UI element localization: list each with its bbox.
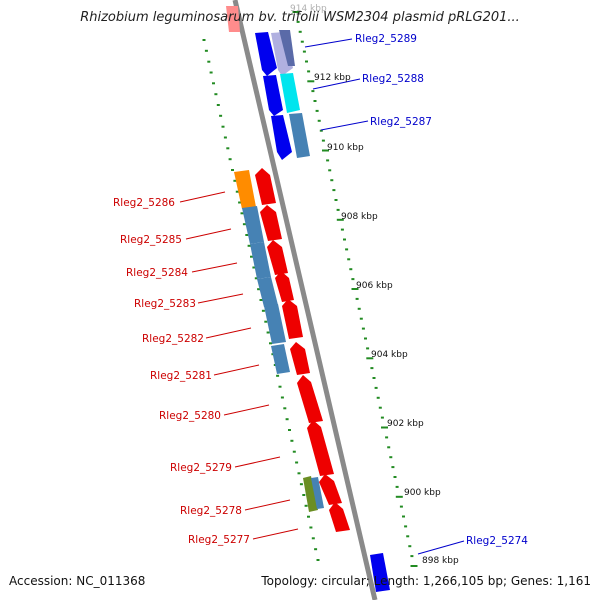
- gene-arrow[interactable]: [275, 271, 294, 302]
- gene-arrow[interactable]: [329, 502, 350, 532]
- gene-arrow[interactable]: [282, 299, 303, 339]
- gene-arrow[interactable]: [290, 342, 310, 375]
- gene-label[interactable]: Rleg2_5280: [159, 410, 221, 422]
- gene-label[interactable]: Rleg2_5285: [120, 234, 182, 246]
- gene-label[interactable]: Rleg2_5279: [170, 462, 232, 474]
- gene-label[interactable]: Rleg2_5283: [134, 298, 196, 310]
- gene-label[interactable]: Rleg2_5281: [150, 370, 212, 382]
- gene-labels: Rleg2_5289 Rleg2_5288 Rleg2_5287 Rleg2_5…: [113, 33, 528, 547]
- scale-label: 908 kbp: [341, 212, 378, 222]
- gene-label[interactable]: Rleg2_5278: [180, 505, 242, 517]
- leader-line: [312, 78, 361, 90]
- gene-label[interactable]: Rleg2_5277: [188, 534, 250, 546]
- label-leaders: [179, 38, 465, 555]
- gene-label[interactable]: Rleg2_5274: [466, 535, 528, 547]
- leader-line: [191, 262, 238, 273]
- gene-arrow[interactable]: [267, 240, 288, 275]
- gene-arrow[interactable]: [370, 553, 390, 592]
- leader-line: [252, 528, 299, 540]
- gene-arrow[interactable]: [280, 73, 300, 113]
- leader-line: [223, 404, 270, 416]
- gene-arrow[interactable]: [260, 205, 282, 241]
- leader-line: [234, 456, 281, 468]
- scale-label: 906 kbp: [356, 281, 393, 291]
- reverse-genes: [234, 168, 350, 532]
- leader-line: [205, 327, 252, 339]
- gene-arrow[interactable]: [226, 6, 240, 32]
- scale-label: 898 kbp: [422, 556, 459, 566]
- gene-label[interactable]: Rleg2_5284: [126, 267, 188, 279]
- dna-backbone: [232, 0, 378, 600]
- gene-label[interactable]: Rleg2_5288: [362, 73, 424, 85]
- gene-arrow[interactable]: [279, 30, 295, 66]
- gene-arrow[interactable]: [250, 242, 271, 279]
- gene-arrow[interactable]: [255, 32, 277, 76]
- map-title: Rhizobium leguminosarum bv. trifolii WSM…: [80, 10, 520, 25]
- leader-line: [197, 293, 244, 304]
- gene-arrow[interactable]: [307, 420, 334, 476]
- leader-line: [185, 228, 232, 240]
- gene-arrow[interactable]: [255, 168, 276, 205]
- gene-arrow[interactable]: [257, 277, 278, 307]
- gene-arrow[interactable]: [234, 170, 256, 209]
- scale-label: 902 kbp: [387, 419, 424, 429]
- gene-arrow[interactable]: [271, 32, 293, 76]
- scale-label: 910 kbp: [327, 143, 364, 153]
- leader-line: [304, 38, 353, 48]
- gene-label[interactable]: Rleg2_5286: [113, 197, 175, 209]
- gene-arrow[interactable]: [263, 75, 283, 116]
- gene-arrow[interactable]: [303, 476, 318, 512]
- accession-text: Accession: NC_011368: [9, 574, 146, 588]
- gene-arrow[interactable]: [271, 115, 292, 160]
- leader-line: [244, 499, 291, 511]
- leader-line: [213, 364, 260, 376]
- scale-labels: 914 kbp 912 kbp 910 kbp 908 kbp 906 kbp …: [290, 4, 459, 566]
- scale-label: 900 kbp: [404, 488, 441, 498]
- leader-line: [417, 540, 465, 555]
- gene-label[interactable]: Rleg2_5287: [370, 116, 432, 128]
- gene-arrow[interactable]: [271, 344, 290, 374]
- gene-arrow[interactable]: [264, 304, 286, 344]
- gene-arrow[interactable]: [289, 113, 310, 158]
- leader-line: [320, 120, 369, 131]
- scale-label: 904 kbp: [371, 350, 408, 360]
- leader-line: [179, 191, 226, 203]
- scale-label: 912 kbp: [314, 73, 351, 83]
- gene-label[interactable]: Rleg2_5282: [142, 333, 204, 345]
- gene-arrow[interactable]: [297, 375, 323, 423]
- topology-text: Topology: circular; Length: 1,266,105 bp…: [261, 574, 591, 588]
- forward-genes: [226, 6, 390, 592]
- gene-arrow[interactable]: [319, 474, 342, 505]
- scale-label: 914 kbp: [290, 4, 327, 14]
- gene-label[interactable]: Rleg2_5289: [355, 33, 417, 45]
- gene-arrow[interactable]: [242, 206, 264, 244]
- gene-arrow[interactable]: [311, 477, 324, 509]
